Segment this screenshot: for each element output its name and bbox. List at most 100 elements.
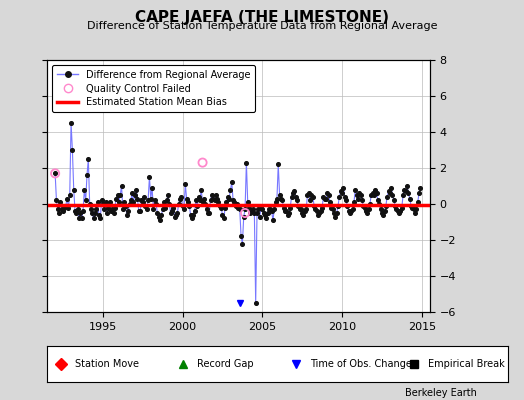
Point [199, 159, 207, 166]
Point [73, 206, 82, 213]
Point [258, 206, 267, 213]
Point [267, 208, 276, 214]
Point [68, 147, 77, 153]
Point [93, 199, 102, 206]
Point [351, 186, 359, 193]
Point [164, 192, 172, 198]
Point [159, 206, 167, 213]
Point [60, 204, 69, 211]
Point [80, 186, 89, 193]
Point [237, 233, 245, 240]
Point [333, 210, 341, 216]
Point [182, 195, 191, 202]
Point [174, 201, 183, 207]
Point [127, 197, 135, 204]
Point [294, 202, 302, 209]
Point [53, 206, 62, 213]
Point [124, 208, 133, 214]
Point [313, 208, 321, 214]
Point [296, 206, 304, 213]
Point [149, 206, 158, 213]
Point [202, 206, 211, 213]
Point [246, 210, 255, 216]
Text: Station Move: Station Move [75, 359, 139, 369]
Point [188, 215, 196, 222]
Point [302, 206, 310, 213]
Point [406, 195, 414, 202]
Point [256, 214, 264, 220]
Point [221, 204, 230, 211]
Point [354, 195, 362, 202]
Point [167, 210, 175, 216]
Point [400, 186, 409, 193]
Point [297, 206, 305, 213]
Point [133, 195, 141, 202]
Point [245, 204, 253, 211]
Point [391, 202, 399, 209]
Point [130, 192, 139, 198]
Point [319, 194, 328, 200]
Point [225, 195, 233, 202]
Point [85, 201, 94, 207]
Point [362, 208, 370, 214]
Point [387, 185, 395, 191]
Point [220, 215, 228, 222]
Point [206, 197, 215, 204]
Point [269, 217, 277, 223]
Point [361, 204, 369, 211]
Point [199, 199, 207, 206]
Point [156, 217, 164, 223]
Point [102, 199, 110, 206]
Point [170, 214, 179, 220]
Point [265, 206, 273, 213]
Point [278, 197, 287, 204]
Point [150, 197, 159, 204]
Point [122, 202, 130, 209]
Point [107, 208, 115, 214]
Point [161, 204, 170, 211]
Point [304, 190, 313, 196]
Point [327, 204, 335, 211]
Point [192, 197, 200, 204]
Point [339, 185, 347, 191]
Point [190, 208, 199, 214]
Point [282, 208, 290, 214]
Point [123, 212, 131, 218]
Point [403, 183, 411, 189]
Point [115, 199, 123, 206]
Point [336, 188, 345, 195]
Point [266, 206, 275, 213]
Point [355, 190, 364, 196]
Point [55, 210, 63, 216]
Point [326, 199, 334, 206]
Point [209, 195, 217, 202]
Text: Time of Obs. Change: Time of Obs. Change [310, 359, 412, 369]
Point [366, 201, 374, 207]
Point [273, 195, 281, 202]
Point [67, 120, 75, 126]
Point [293, 197, 301, 204]
Point [141, 202, 150, 209]
Point [416, 185, 424, 191]
Point [110, 210, 118, 216]
Point [233, 201, 241, 207]
Point [356, 192, 365, 198]
Point [309, 194, 317, 200]
Text: Record Gap: Record Gap [197, 359, 254, 369]
Point [177, 194, 185, 200]
Point [259, 210, 268, 216]
Point [401, 188, 410, 195]
Point [415, 190, 423, 196]
Point [194, 194, 203, 200]
Point [376, 206, 385, 213]
Point [222, 199, 231, 206]
Point [227, 179, 236, 186]
Point [169, 204, 178, 211]
Point [120, 199, 128, 206]
Point [283, 212, 292, 218]
Point [412, 206, 421, 213]
Point [108, 206, 116, 213]
Point [303, 192, 312, 198]
Point [239, 214, 248, 220]
Point [234, 204, 243, 211]
